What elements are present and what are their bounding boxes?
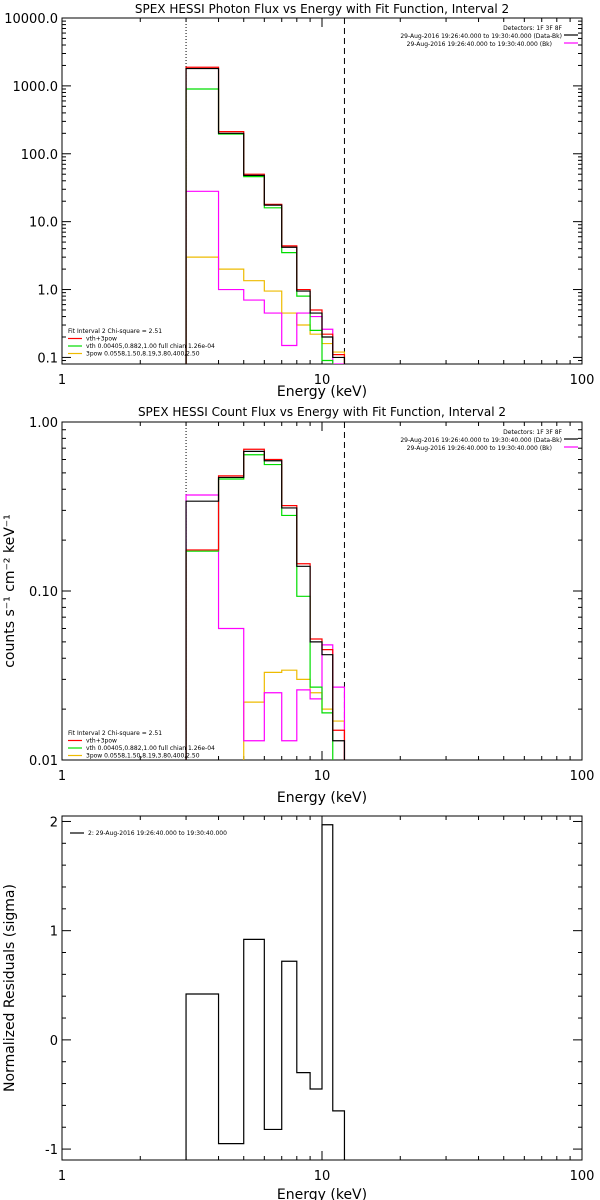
chart-title: SPEX HESSI Count Flux vs Energy with Fit… — [138, 405, 506, 419]
header-line: 29-Aug-2016 19:26:40.000 to 19:30:40.000… — [407, 41, 552, 48]
series-0-histogram — [185, 450, 346, 760]
header-line: 29-Aug-2016 19:26:40.000 to 19:30:40.000… — [407, 445, 552, 452]
series-0-histogram — [185, 67, 346, 364]
legend-entry: 3pow 0.0558,1.50,8.19,3.80,400,2.50 — [86, 351, 200, 358]
y-tick-label: 100.0 — [21, 148, 58, 163]
x-tick-label: 1 — [58, 769, 66, 784]
panel-1: 1 10 100 0.1 1.0 10.0 100.0 1000.0 10000.0 SPEX H… — [4, 2, 594, 400]
header-line: 29-Aug-2016 19:26:40.000 to 19:30:40.000… — [400, 437, 562, 444]
legend-entry: vth+3pow — [86, 336, 117, 343]
series-3-histogram — [243, 669, 346, 760]
y-tick-label: 0.1 — [37, 351, 58, 366]
legend-entry: Fit Interval 2 Chi-square = 2.51 — [68, 328, 162, 335]
y-tick-label: -1 — [45, 1143, 58, 1158]
header-line: Detectors: 1F 3F 8F — [503, 429, 562, 436]
x-tick-label: 100 — [570, 373, 595, 388]
chart-title: SPEX HESSI Photon Flux vs Energy with Fi… — [135, 2, 509, 16]
x-tick-label: 100 — [570, 769, 595, 784]
series-1-histogram — [185, 448, 346, 760]
legend-entry: vth+3pow — [86, 738, 117, 745]
series-3-histogram — [185, 256, 346, 364]
y-axis-label: Normalized Residuals (sigma) — [2, 884, 18, 1092]
legend-entry: vth 0.00405,0.882,1.00 full chian 1.26e-… — [86, 343, 215, 350]
y-tick-label: 10000.0 — [4, 12, 58, 27]
panel-2: 1 10 100 0.01 0.10 1.00 SPEX HESSI Count Flux … — [2, 405, 595, 806]
series-2-histogram — [185, 88, 334, 364]
legend-entry: vth 0.00405,0.882,1.00 full chian 1.26e-… — [86, 745, 215, 752]
x-tick-label: 100 — [570, 1169, 595, 1184]
x-axis-label: Energy (keV) — [277, 384, 367, 400]
series-0-histogram — [185, 824, 346, 1160]
y-tick-label: 1.00 — [29, 416, 58, 431]
series-4-histogram — [185, 190, 346, 364]
x-axis-label: Energy (keV) — [277, 790, 367, 806]
y-tick-label: 1000.0 — [13, 80, 59, 95]
series-1-histogram — [185, 66, 346, 364]
y-tick-label: 2 — [50, 815, 58, 830]
y-axis-label: counts s⁻¹ cm⁻² keV⁻¹ — [2, 514, 18, 668]
x-tick-label: 1 — [58, 1169, 66, 1184]
y-tick-label: 0 — [50, 1034, 58, 1049]
header-line: 29-Aug-2016 19:26:40.000 to 19:30:40.000… — [400, 33, 562, 40]
series-4-histogram — [185, 494, 346, 760]
legend-entry: 3pow 0.0558,1.50,8.19,3.80,400,2.50 — [86, 753, 200, 760]
x-tick-label: 10 — [314, 373, 331, 388]
x-tick-label: 10 — [314, 1169, 331, 1184]
y-tick-label: 10.0 — [29, 216, 58, 231]
legend-entry: Fit Interval 2 Chi-square = 2.51 — [68, 730, 162, 737]
legend-entry: 2: 29-Aug-2016 19:26:40.000 to 19:30:40.… — [88, 830, 227, 837]
y-tick-label: 1 — [50, 925, 58, 940]
x-axis-label: Energy (keV) — [277, 1187, 367, 1200]
y-tick-label: 0.01 — [29, 754, 58, 769]
x-tick-label: 10 — [314, 769, 331, 784]
panel-3: 1 10 100 -1 0 1 2 Energy (keV) Normalized Residu… — [2, 815, 594, 1200]
x-tick-label: 1 — [58, 373, 66, 388]
y-tick-label: 1.0 — [37, 284, 58, 299]
y-tick-label: 0.10 — [29, 585, 58, 600]
series-2-histogram — [185, 454, 334, 760]
header-line: Detectors: 1F 3F 8F — [503, 25, 562, 32]
